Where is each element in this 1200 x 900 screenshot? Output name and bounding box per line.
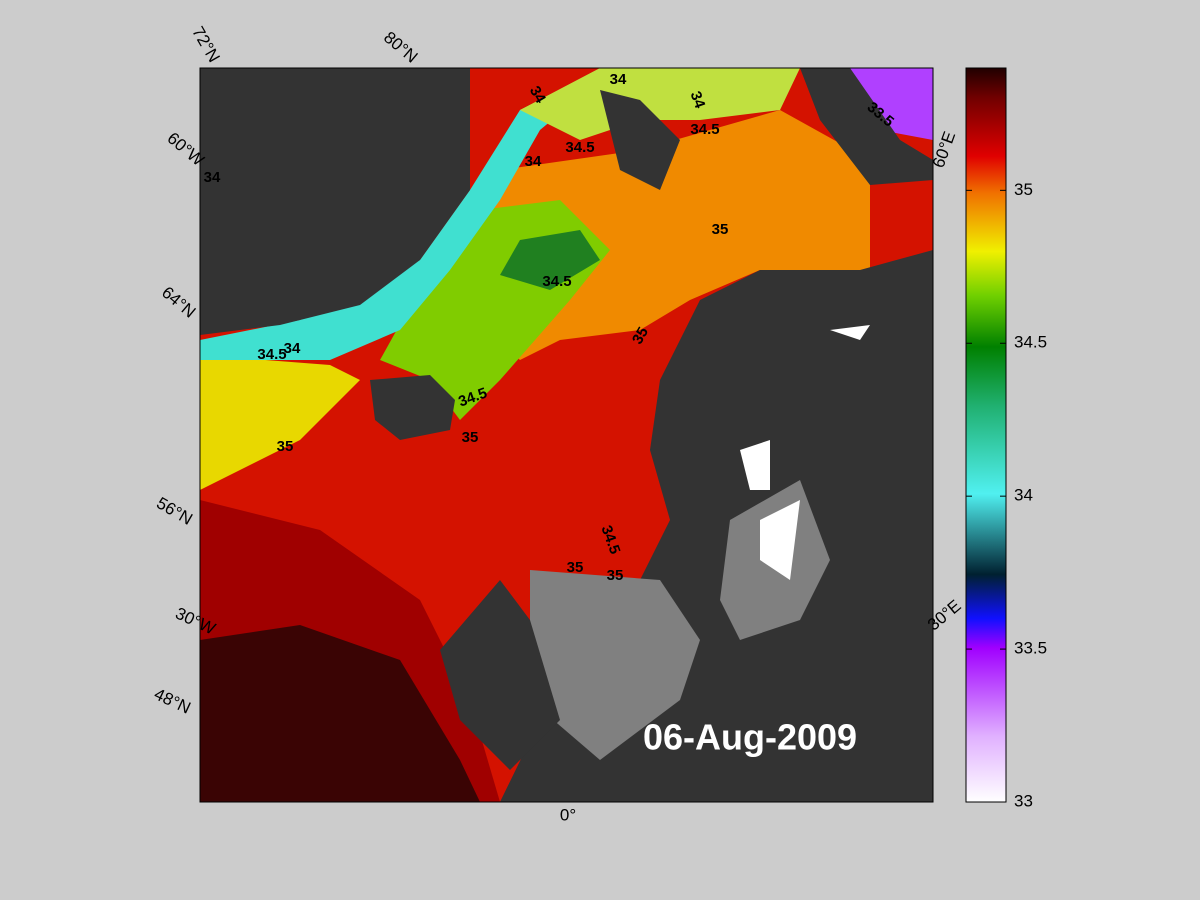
contour-label: 35: [712, 221, 729, 238]
colorbar-tick-label: 33.5: [1014, 639, 1047, 658]
graticule-label: 64°N: [158, 283, 199, 322]
colorbar-tick-label: 34.5: [1014, 333, 1047, 352]
colorbar-tick-label: 34: [1014, 486, 1033, 505]
graticule-label: 56°N: [153, 493, 195, 528]
graticule-label: 72°N: [188, 23, 223, 65]
contour-label: 34.5: [690, 121, 719, 138]
contour-label: 35: [567, 559, 584, 576]
map-field: [200, 68, 933, 802]
colorbar-tick-label: 33: [1014, 791, 1033, 810]
contour-label: 35: [277, 438, 294, 455]
contour-label: 34.5: [542, 273, 571, 290]
contour-label: 35: [629, 324, 652, 347]
date-label: 06-Aug-2009: [643, 717, 857, 758]
contour-label: 34: [204, 169, 221, 186]
graticule-label: 80°N: [380, 28, 421, 67]
contour-label: 34: [687, 89, 709, 111]
colorbar: [965, 67, 1007, 803]
contour-label: 34: [284, 340, 301, 357]
contour-label: 34.5: [565, 139, 594, 156]
contour-label: 35: [462, 429, 479, 446]
map-frame: [199, 67, 934, 803]
graticule-label: 0°: [560, 805, 576, 824]
contour-label: 34: [526, 83, 549, 107]
contour-label: 35: [607, 567, 624, 584]
colorbar-tick-label: 35: [1014, 180, 1033, 199]
contour-label: 34: [610, 71, 627, 88]
contour-label: 34: [525, 153, 542, 170]
graticule-label: 48°N: [151, 684, 193, 717]
contour-label: 34.5: [257, 346, 286, 363]
